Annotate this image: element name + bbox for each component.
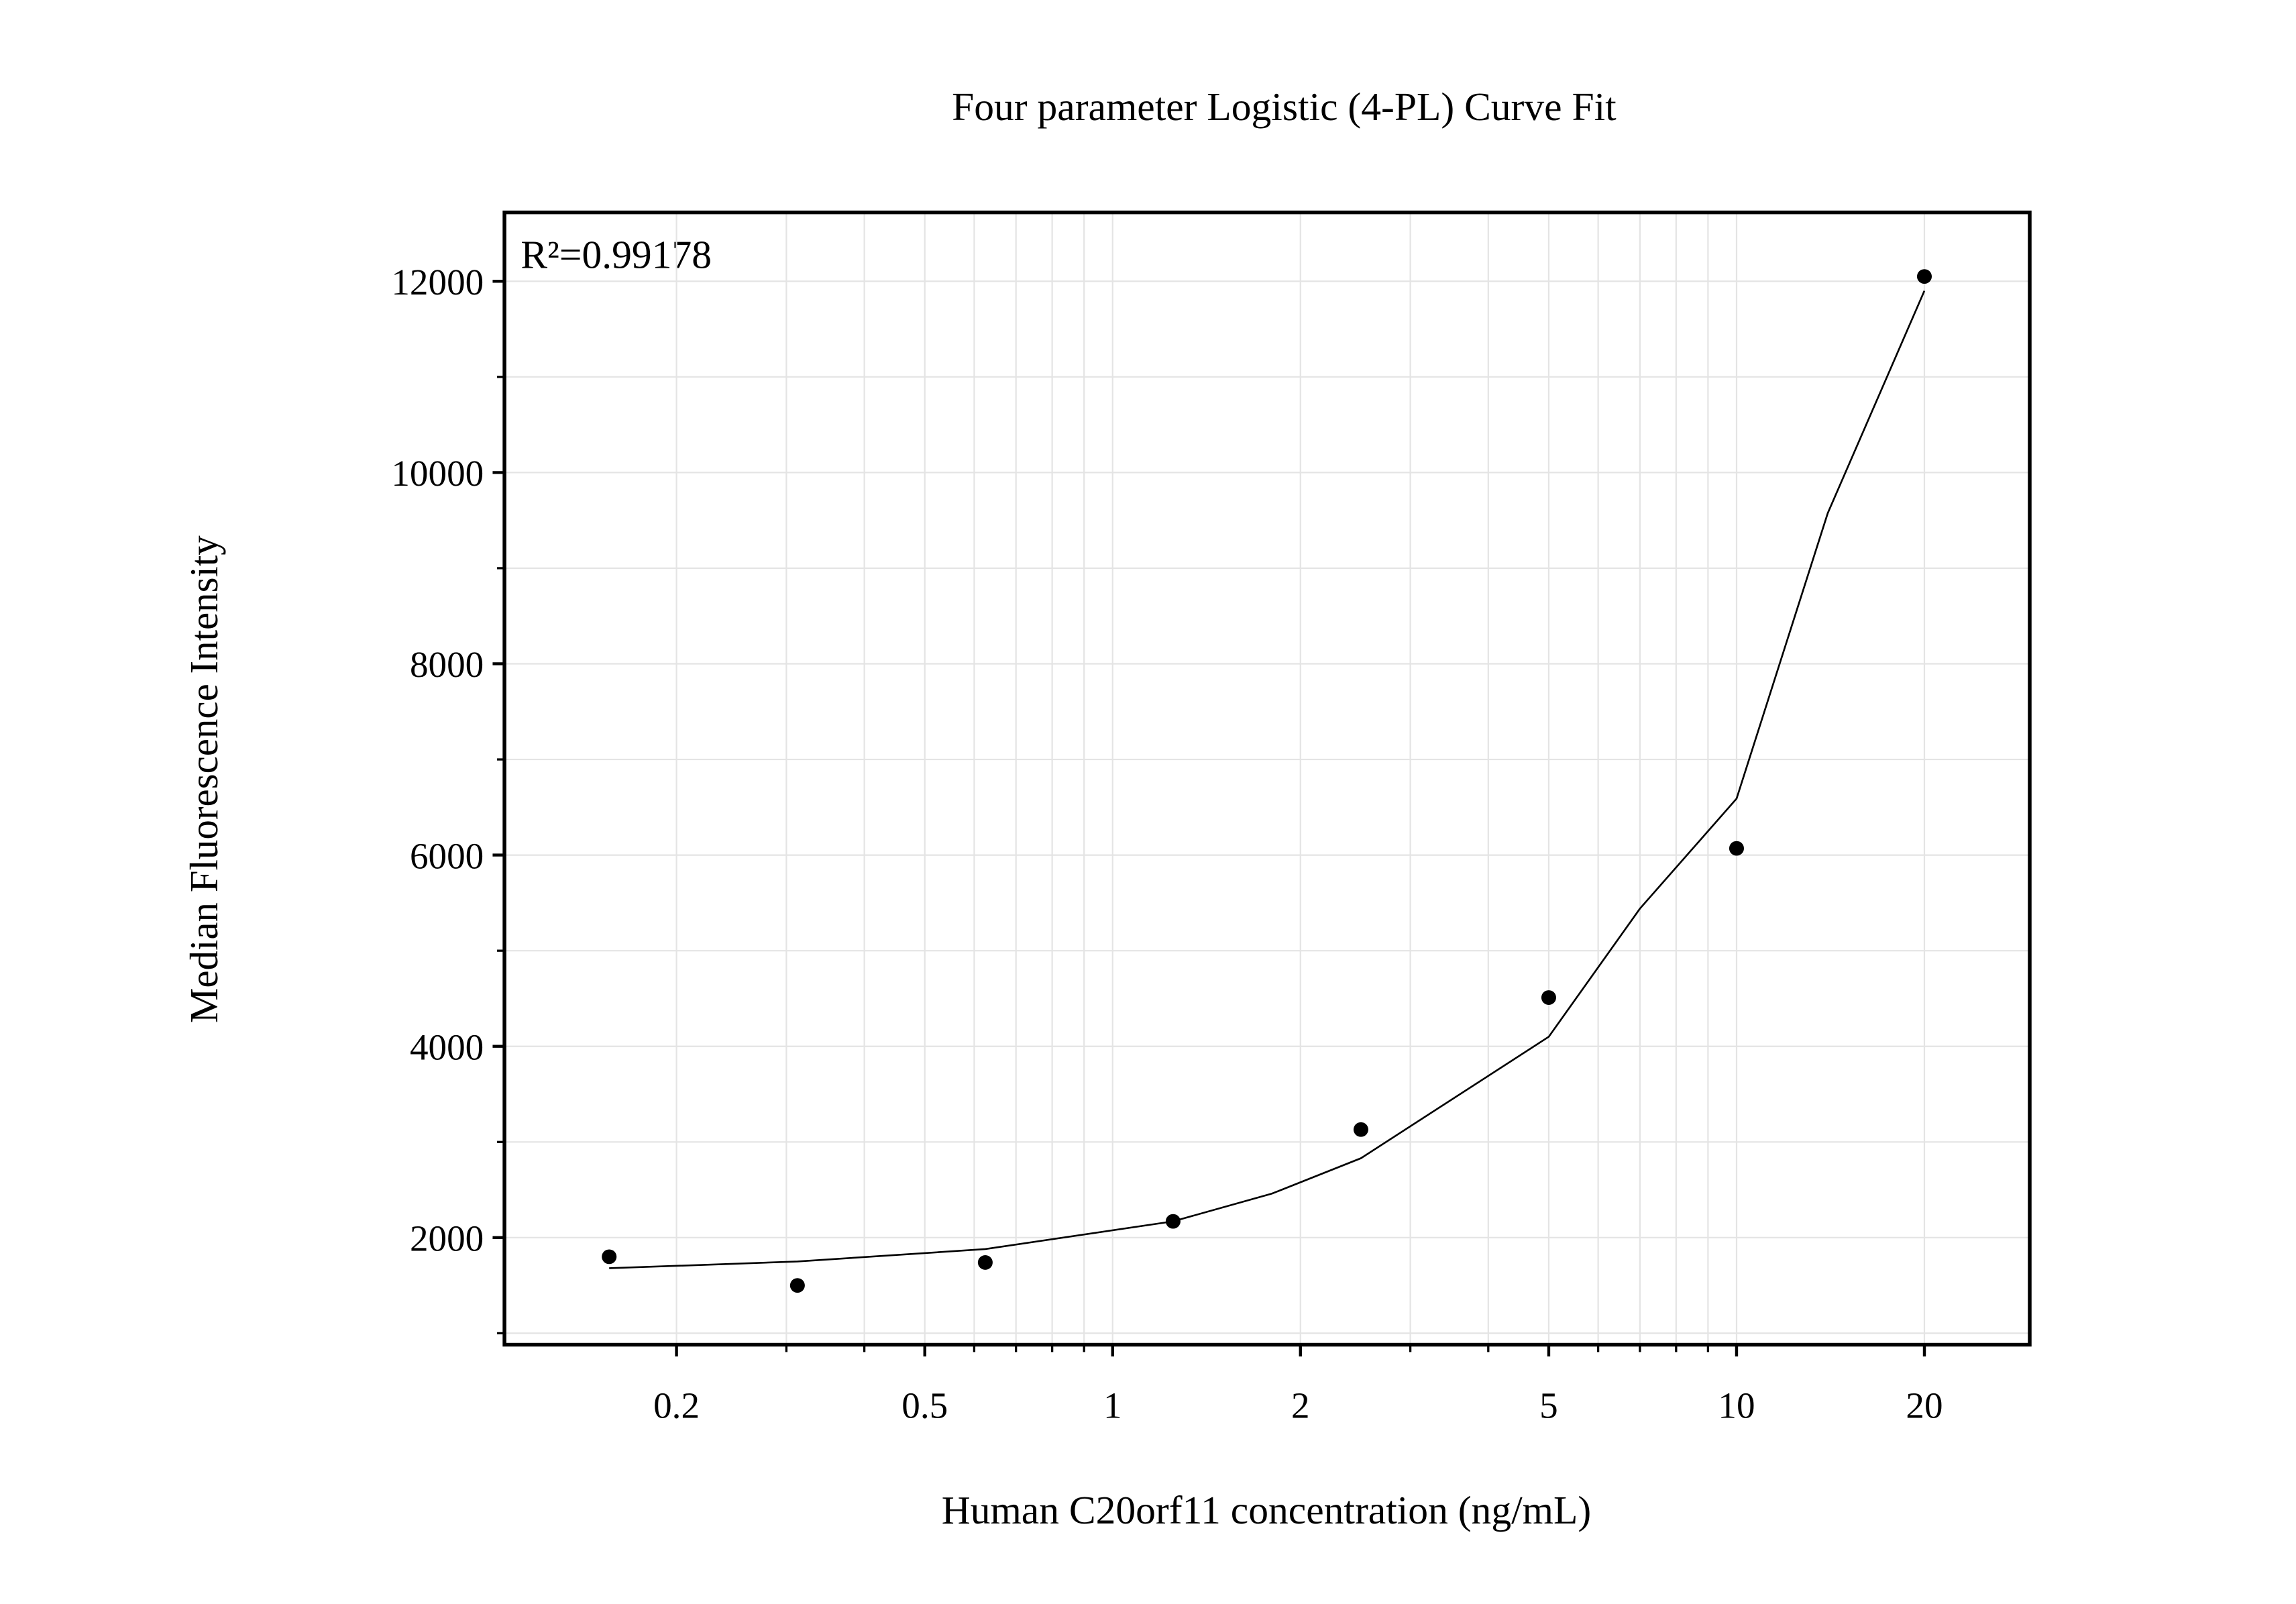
x-tick-label: 5: [1539, 1385, 1558, 1426]
data-point: [789, 1278, 805, 1293]
data-point: [1541, 990, 1556, 1005]
x-tick-label: 0.2: [653, 1385, 700, 1426]
annotation: R²=0.99178: [521, 233, 712, 277]
y-tick-label: 8000: [410, 644, 484, 685]
data-point: [1729, 841, 1744, 856]
x-tick-label: 0.5: [901, 1385, 948, 1426]
y-tick-label: 6000: [410, 836, 484, 877]
x-tick-label: 1: [1103, 1385, 1122, 1426]
y-tick-label: 10000: [391, 453, 484, 494]
x-tick-label: 10: [1718, 1385, 1755, 1426]
plot-frame: [502, 210, 2032, 1347]
data-point: [1353, 1122, 1368, 1137]
y-tick-label: 2000: [410, 1218, 484, 1259]
y-tick-label: 4000: [410, 1027, 484, 1068]
data-point: [602, 1249, 617, 1265]
data-point: [977, 1254, 993, 1270]
y-axis-label: Median Fluorescence Intensity: [182, 535, 226, 1023]
y-tick-label: 12000: [391, 262, 484, 303]
chart-title: Four parameter Logistic (4-PL) Curve Fit: [952, 85, 1617, 129]
data-point: [1916, 269, 1932, 284]
x-tick-label: 2: [1291, 1385, 1310, 1426]
x-axis-label: Human C20orf11 concentration (ng/mL): [942, 1488, 1591, 1532]
fit-curve: [609, 290, 1926, 1269]
x-tick-label: 20: [1906, 1385, 1943, 1426]
